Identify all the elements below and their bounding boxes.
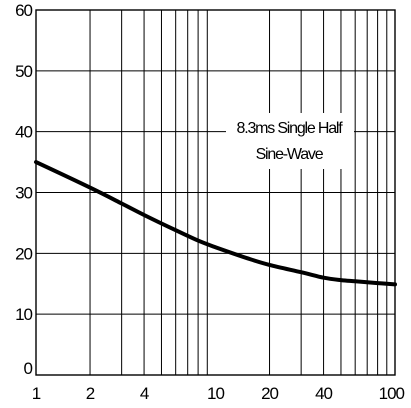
y-tick-label: 50: [15, 62, 32, 81]
annotation-line-2: Sine-Wave: [256, 146, 324, 163]
y-tick-label: 30: [15, 184, 32, 203]
annotation-box: [226, 113, 354, 169]
x-tick-label: 100: [379, 384, 405, 403]
x-axis-ticks: 1 2 4 10 20 40 100: [32, 384, 406, 403]
x-tick-label: 40: [315, 384, 332, 403]
x-tick-label: 2: [86, 384, 95, 403]
y-tick-label: 10: [15, 305, 32, 324]
y-tick-label: 20: [15, 244, 32, 263]
annotation-line-1: 8.3ms Single Half: [237, 120, 344, 137]
x-tick-label: 10: [207, 384, 224, 403]
x-tick-label: 1: [32, 384, 41, 403]
series-line: [34, 160, 397, 287]
y-tick-label: 60: [15, 1, 32, 20]
x-tick-label: 20: [261, 384, 278, 403]
y-tick-label: 40: [15, 123, 32, 142]
y-axis-ticks: 0 10 20 30 40 50 60: [15, 1, 33, 378]
x-tick-label: 4: [140, 384, 149, 403]
plot-frame: [35, 9, 396, 376]
grid: [36, 10, 395, 375]
y-tick-label: 0: [24, 359, 33, 378]
